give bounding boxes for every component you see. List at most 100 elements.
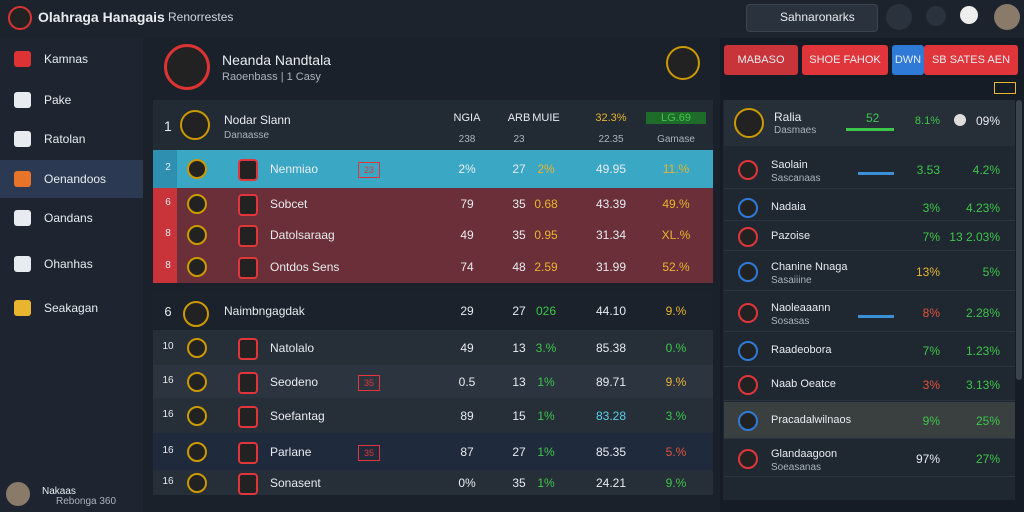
panel-row[interactable] bbox=[724, 292, 1015, 332]
panel-row[interactable] bbox=[724, 333, 1015, 367]
rank: 6 bbox=[164, 304, 172, 319]
cell: 52.% bbox=[662, 260, 690, 274]
nav-item[interactable]: Seakagan bbox=[44, 301, 99, 315]
search-link[interactable]: Renorrestes bbox=[168, 10, 234, 24]
cell: 1% bbox=[537, 475, 555, 490]
cell: XL.% bbox=[661, 228, 691, 242]
nav-item[interactable]: Pake bbox=[44, 93, 72, 107]
panel-value: 2.28% bbox=[965, 305, 1000, 320]
cell: 2% bbox=[537, 162, 555, 176]
team-name: Datolsaraag bbox=[270, 228, 335, 242]
panel-logo bbox=[738, 449, 758, 469]
team-logo bbox=[187, 441, 207, 462]
search-placeholder: Sahnaronarks bbox=[780, 10, 855, 24]
icon-button[interactable] bbox=[960, 6, 978, 24]
cell: 24.21 bbox=[595, 475, 627, 490]
user-avatar bbox=[6, 482, 30, 506]
badge: 35 bbox=[358, 444, 380, 461]
scrollbar bbox=[1016, 100, 1022, 380]
nav-item[interactable]: Oandans bbox=[44, 211, 93, 225]
icon-button[interactable] bbox=[926, 6, 946, 26]
panel-logo bbox=[738, 160, 758, 180]
column-header: NGIA bbox=[453, 112, 481, 124]
cell: 49 bbox=[460, 228, 474, 242]
team-name: Nodar Slann bbox=[224, 113, 291, 127]
search-box[interactable] bbox=[746, 4, 878, 32]
panel-value: 9% bbox=[922, 414, 940, 428]
cell: 9.% bbox=[665, 475, 687, 490]
app-title: Olahraga Hanagais bbox=[38, 9, 165, 25]
cell: 89 bbox=[460, 408, 474, 423]
panel-row[interactable] bbox=[724, 440, 1015, 477]
panel-logo bbox=[738, 197, 758, 218]
panel-logo bbox=[734, 108, 764, 138]
cell: 2.59 bbox=[534, 260, 558, 274]
opponent-logo bbox=[238, 225, 258, 247]
emblem bbox=[666, 46, 700, 80]
nav-icon bbox=[14, 300, 31, 316]
rank: 8 bbox=[165, 260, 171, 271]
panel-value: 13 2.03% bbox=[949, 230, 1000, 244]
cell: 79 bbox=[460, 196, 474, 211]
nav-icon bbox=[14, 256, 31, 272]
panel-score: 52 bbox=[866, 111, 880, 125]
row-accent bbox=[153, 219, 177, 251]
panel-row[interactable] bbox=[724, 222, 1015, 251]
cell: 1% bbox=[537, 374, 555, 389]
cell: 85.38 bbox=[595, 340, 627, 355]
cell: 74 bbox=[460, 260, 474, 274]
cell: 29 bbox=[460, 304, 474, 318]
header-button[interactable]: DWN bbox=[892, 45, 924, 75]
avatar[interactable] bbox=[994, 4, 1020, 30]
nav-item[interactable]: Ohanhas bbox=[44, 257, 93, 271]
panel-value: 8.1% bbox=[914, 115, 940, 127]
header-button[interactable]: MABASO bbox=[724, 45, 798, 75]
rank: 1 bbox=[164, 118, 172, 134]
panel-row[interactable] bbox=[724, 252, 1015, 291]
panel-sub: Soeasanas bbox=[771, 462, 822, 473]
panel-value: 3% bbox=[922, 200, 940, 215]
panel-row[interactable] bbox=[724, 368, 1015, 401]
panel-value: 4.2% bbox=[972, 163, 1000, 177]
cell: 87 bbox=[460, 444, 474, 459]
team-logo bbox=[187, 472, 207, 493]
nav-icon bbox=[14, 51, 31, 67]
column-header: 32.3% bbox=[595, 112, 627, 124]
cell: 31.99 bbox=[595, 260, 627, 274]
panel-logo bbox=[738, 227, 758, 247]
panel-bar bbox=[846, 128, 894, 131]
icon-button[interactable] bbox=[886, 4, 912, 30]
team-name: Parlane bbox=[270, 444, 312, 459]
team-logo bbox=[187, 405, 207, 426]
cell: 0% bbox=[458, 475, 476, 490]
nav-item[interactable]: Kamnas bbox=[44, 52, 89, 66]
column-subheader: 238 bbox=[458, 134, 476, 145]
panel-value: 09% bbox=[975, 114, 1000, 128]
nav-item[interactable]: Ratolan bbox=[44, 132, 86, 146]
panel-value: 1.23% bbox=[965, 343, 1000, 358]
panel-row[interactable] bbox=[724, 402, 1015, 439]
cell: 44.10 bbox=[595, 304, 627, 318]
team-name: Soefantag bbox=[270, 408, 325, 423]
panel-row[interactable] bbox=[724, 150, 1015, 189]
panel-logo bbox=[738, 340, 758, 361]
cell: 43.39 bbox=[595, 196, 627, 211]
header-button[interactable]: SB SATES AEN bbox=[924, 45, 1018, 75]
rank: 8 bbox=[165, 228, 171, 239]
panel-top bbox=[724, 100, 1015, 146]
table-row[interactable] bbox=[153, 292, 713, 330]
cell: 1% bbox=[537, 408, 555, 423]
opponent-logo bbox=[238, 159, 258, 181]
team-logo bbox=[187, 371, 207, 392]
button-icon bbox=[994, 82, 1016, 94]
header-button[interactable]: SHOE FAHOK bbox=[802, 45, 888, 75]
team-name: Natolalo bbox=[270, 340, 315, 355]
row-accent bbox=[153, 251, 177, 283]
panel-row[interactable] bbox=[724, 193, 1015, 221]
opponent-logo bbox=[238, 337, 258, 360]
nav-icon bbox=[14, 92, 31, 108]
team-logo bbox=[187, 193, 207, 214]
team-logo bbox=[187, 337, 207, 358]
panel-sub: Sosasas bbox=[771, 315, 810, 327]
nav-item[interactable]: Oenandoos bbox=[44, 172, 107, 186]
